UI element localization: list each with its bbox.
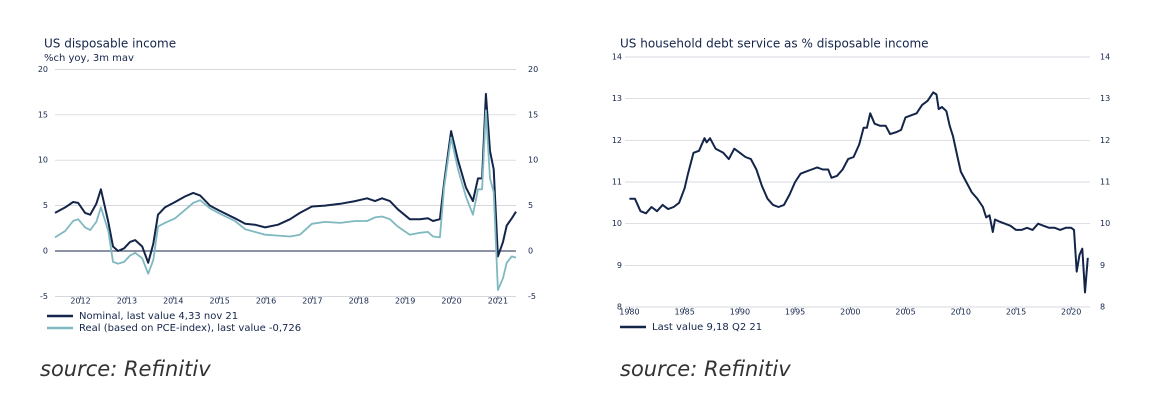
series-line xyxy=(629,91,1089,294)
y-tick-label-right: 20 xyxy=(528,65,538,74)
x-tick-label: 2014 xyxy=(163,297,183,306)
x-tick-label: 2015 xyxy=(209,297,229,306)
y-tick-label-right: 8 xyxy=(1100,303,1105,312)
series-line xyxy=(54,92,517,264)
y-tick-label-right: 14 xyxy=(1100,53,1110,62)
y-tick-label-right: 12 xyxy=(1100,136,1110,145)
series-line xyxy=(54,109,517,291)
x-tick-label: 2005 xyxy=(895,308,915,317)
source-note: source: Refinitiv xyxy=(40,357,211,381)
x-tick-label: 1995 xyxy=(785,308,805,317)
x-tick-label: 2013 xyxy=(117,297,137,306)
y-tick-label-right: 13 xyxy=(1100,94,1110,103)
x-tick-label: 2015 xyxy=(1006,308,1026,317)
y-tick-label-right: 10 xyxy=(528,156,538,165)
y-tick-label-right: 0 xyxy=(528,247,533,256)
y-tick-label: 10 xyxy=(612,219,622,228)
y-tick-label: 8 xyxy=(617,303,622,312)
x-tick-label: 2019 xyxy=(395,297,415,306)
y-tick-label-right: 5 xyxy=(528,201,533,210)
chart-title: US household debt service as % disposabl… xyxy=(620,37,929,51)
y-tick-label: 13 xyxy=(612,94,622,103)
y-tick-label: 11 xyxy=(612,178,622,187)
x-tick-label: 2017 xyxy=(302,297,322,306)
x-tick-label: 2020 xyxy=(441,297,461,306)
y-tick-label: -5 xyxy=(40,292,48,301)
x-tick-label: 2000 xyxy=(840,308,860,317)
y-tick-label-right: 9 xyxy=(1100,261,1105,270)
y-tick-label: 9 xyxy=(617,261,622,270)
x-tick-label: 2021 xyxy=(488,297,508,306)
x-tick-label: 2010 xyxy=(951,308,971,317)
y-tick-label-right: 15 xyxy=(528,110,538,119)
y-tick-label: 15 xyxy=(38,110,48,119)
y-tick-label-right: 10 xyxy=(1100,219,1110,228)
y-tick-label: 14 xyxy=(612,53,622,62)
x-tick-label: 2018 xyxy=(349,297,369,306)
chart-title: US disposable income xyxy=(44,37,176,51)
x-tick-label: 2016 xyxy=(256,297,276,306)
x-tick-label: 1985 xyxy=(674,308,694,317)
x-tick-label: 1990 xyxy=(730,308,750,317)
legend-label: Nominal, last value 4,33 nov 21 xyxy=(79,311,238,322)
y-tick-label: 0 xyxy=(43,247,48,256)
y-tick-label: 12 xyxy=(612,136,622,145)
source-note: source: Refinitiv xyxy=(620,357,791,381)
legend-label: Real (based on PCE-index), last value -0… xyxy=(79,323,301,334)
x-tick-label: 1980 xyxy=(619,308,639,317)
chart-subtitle: %ch yoy, 3m mav xyxy=(44,53,134,64)
y-tick-label: 10 xyxy=(38,156,48,165)
y-tick-label: 20 xyxy=(38,65,48,74)
y-tick-label: 5 xyxy=(43,201,48,210)
y-tick-label-right: 11 xyxy=(1100,178,1110,187)
y-tick-label-right: -5 xyxy=(528,292,536,301)
x-tick-label: 2012 xyxy=(70,297,90,306)
x-tick-label: 2020 xyxy=(1061,308,1081,317)
legend-label: Last value 9,18 Q2 21 xyxy=(652,322,762,333)
